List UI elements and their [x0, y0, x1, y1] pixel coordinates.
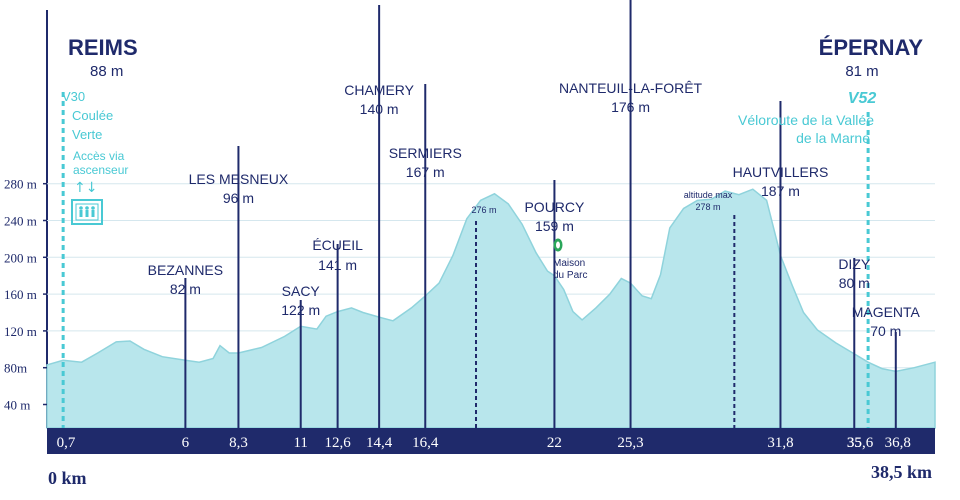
x-tick-25,3: 25,3 — [617, 435, 643, 451]
y-tick-280: 280 m — [4, 177, 37, 192]
maison-label-1: Maison — [553, 258, 585, 269]
x-tick-11: 11 — [293, 435, 307, 451]
x-tick-31,8: 31,8 — [767, 435, 793, 451]
altitude-tick-labels: 40 m 80m 120 m 160 m 200 m 240 m 280 m — [4, 177, 47, 413]
marker-name-sacy: SACY — [282, 283, 321, 299]
x-tick-8,3: 8,3 — [229, 435, 248, 451]
place-markers: BEZANNES 82 m LES MESNEUX 96 m SACY 122 m ÉCUE… — [148, 0, 921, 428]
y-tick-40: 40 m — [4, 398, 30, 413]
x-tick-12,6: 12,6 — [324, 435, 351, 451]
elevation-area — [46, 188, 936, 429]
start-city: REIMS — [68, 35, 138, 60]
elevator-icon: ↑↓ — [71, 180, 103, 225]
end-km: 38,5 km — [871, 462, 932, 482]
end-city: ÉPERNAY — [819, 35, 924, 60]
acces-label: Accès via — [73, 149, 125, 163]
y-tick-80: 80m — [4, 361, 27, 376]
veloroute-label-1: Véloroute de la Vallée — [738, 112, 874, 128]
x-tick-36,8: 36,8 — [885, 435, 911, 451]
marker-name-dizy: DIZY — [838, 256, 871, 272]
y-tick-160: 160 m — [4, 287, 37, 302]
marker-name-chamery: CHAMERY — [344, 82, 414, 98]
marker-alt-pourcy: 159 m — [535, 218, 574, 234]
x-tick-35,6: 35,6 — [847, 435, 874, 451]
marker-name-bezannes: BEZANNES — [148, 262, 223, 278]
veloroute-label-2: de la Marne — [796, 130, 870, 146]
y-tick-120: 120 m — [4, 324, 37, 339]
marker-name-hautvillers: HAUTVILLERS — [733, 164, 829, 180]
marker-alt-sermiers: 167 m — [406, 164, 445, 180]
marker-alt-sacy: 122 m — [281, 302, 320, 318]
marker-alt-les mesneux: 96 m — [223, 190, 254, 206]
marker-name-magenta: MAGENTA — [852, 304, 921, 320]
marker-name-pourcy: POURCY — [524, 199, 585, 215]
peak2-label-2: 278 m — [695, 202, 720, 212]
marker-name-nanteuil-la-forêt: NANTEUIL-LA-FORÊT — [559, 80, 703, 96]
end-altitude: 81 m — [845, 63, 878, 80]
x-tick-14,4: 14,4 — [366, 435, 393, 451]
x-tick-6: 6 — [182, 435, 190, 451]
peak1-label: 276 m — [471, 205, 496, 215]
maison-label-2: du Parc — [553, 270, 587, 281]
peak2-label-1: altitude max — [684, 190, 733, 200]
x-tick-22: 22 — [547, 435, 562, 451]
marker-name-écueil: ÉCUEIL — [312, 237, 363, 253]
maison-du-parc-icon — [553, 238, 563, 252]
reference-dashes — [61, 92, 870, 428]
marker-alt-chamery: 140 m — [360, 101, 399, 117]
marker-name-les mesneux: LES MESNEUX — [189, 171, 289, 187]
marker-alt-magenta: 70 m — [870, 323, 901, 339]
marker-alt-bezannes: 82 m — [170, 281, 201, 297]
start-altitude: 88 m — [90, 63, 123, 80]
y-tick-200: 200 m — [4, 250, 37, 265]
svg-text:↑↓: ↑↓ — [74, 180, 97, 196]
marker-name-sermiers: SERMIERS — [389, 145, 462, 161]
marker-alt-dizy: 80 m — [839, 275, 870, 291]
y-tick-240: 240 m — [4, 214, 37, 229]
x-tick-0,7: 0,7 — [57, 435, 76, 451]
v52-label: V52 — [848, 90, 877, 107]
v30-label: V30 — [62, 89, 85, 104]
marker-alt-hautvillers: 187 m — [761, 183, 800, 199]
ascenseur-label: ascenseur — [73, 163, 128, 177]
verte-label: Verte — [72, 127, 102, 142]
start-km: 0 km — [48, 468, 87, 488]
coulee-label: Coulée — [72, 108, 113, 123]
marker-alt-nanteuil-la-forêt: 176 m — [611, 99, 650, 115]
km-axis-band — [47, 428, 935, 454]
x-tick-35: 35 — [847, 435, 862, 451]
marker-alt-écueil: 141 m — [318, 257, 357, 273]
x-tick-16,4: 16,4 — [412, 435, 439, 451]
